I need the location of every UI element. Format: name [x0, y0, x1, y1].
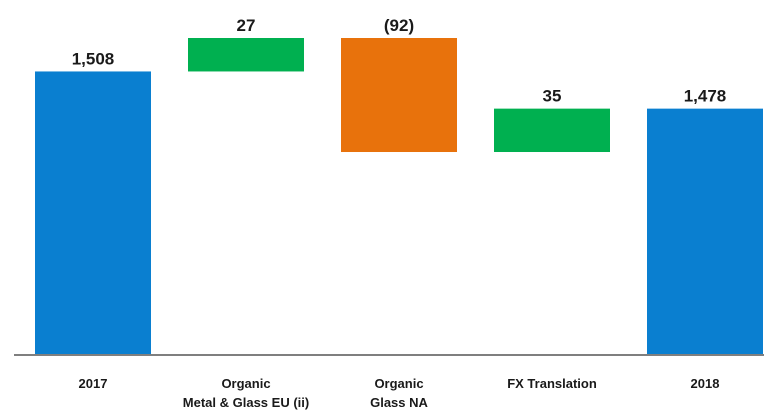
category-label-line: Glass NA — [370, 395, 428, 410]
bar-5 — [647, 108, 763, 355]
category-label-line: FX Translation — [507, 376, 597, 391]
category-label-line: Organic — [221, 376, 270, 391]
value-label-5: 1,478 — [684, 87, 727, 106]
category-labels-group: 2017 Organic Metal & Glass EU (ii) Organic G… — [79, 376, 720, 410]
category-label-1: 2017 — [79, 376, 108, 391]
bar-2 — [188, 38, 304, 72]
category-label-line: 2018 — [691, 376, 720, 391]
bar-3 — [341, 38, 457, 153]
category-label-2: Organic Metal & Glass EU (ii) — [183, 376, 309, 410]
category-label-4: FX Translation — [507, 376, 597, 391]
value-label-2: 27 — [237, 16, 256, 35]
value-label-4: 35 — [543, 87, 562, 106]
category-label-line: 2017 — [79, 376, 108, 391]
category-label-3: Organic Glass NA — [370, 376, 428, 410]
value-label-1: 1,508 — [72, 49, 115, 68]
bar-1 — [35, 71, 151, 354]
value-labels-group: 1,508 27 (92) 35 1,478 — [72, 16, 727, 106]
bars-group — [35, 38, 763, 355]
category-label-line: Organic — [374, 376, 423, 391]
category-label-5: 2018 — [691, 376, 720, 391]
bar-4 — [494, 108, 610, 153]
value-label-3: (92) — [384, 16, 414, 35]
category-label-line: Metal & Glass EU (ii) — [183, 395, 309, 410]
